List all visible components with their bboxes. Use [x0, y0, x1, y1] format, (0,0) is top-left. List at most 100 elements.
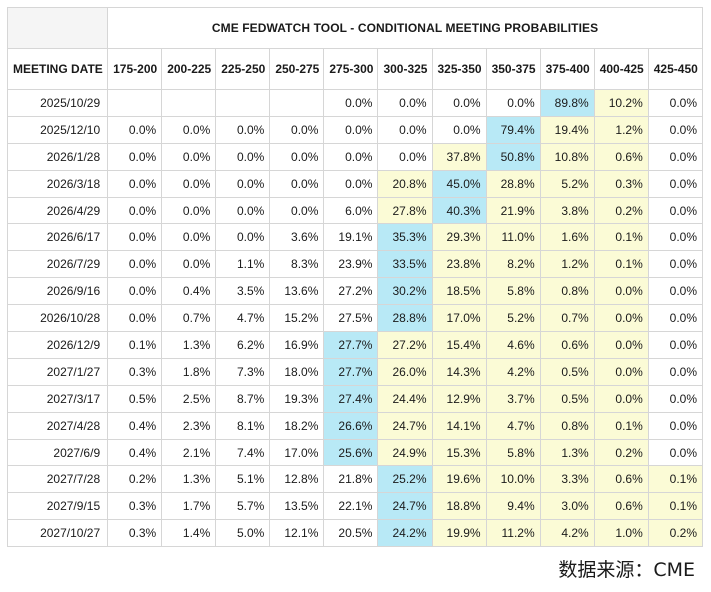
probability-cell: 0.4%: [107, 438, 163, 467]
probability-cell: 13.5%: [269, 492, 325, 521]
probability-cell: 0.0%: [269, 115, 325, 144]
probability-cell: 19.1%: [323, 223, 379, 252]
probability-cell: 0.8%: [539, 411, 595, 440]
probability-cell: 24.7%: [377, 492, 433, 521]
probability-cell: 1.2%: [539, 250, 595, 279]
probability-cell: 0.2%: [593, 438, 649, 467]
probability-cell: 13.6%: [269, 277, 325, 306]
probability-cell: 1.8%: [161, 357, 217, 386]
table-row: 2025/10/29 0.0% 0.0% 0.0% 0.0% 89.8% 10.2% 0.0%: [6, 89, 704, 117]
probability-cell: 6.2%: [215, 331, 271, 359]
probability-cell: 0.2%: [107, 465, 163, 494]
probability-cell: 89.8%: [539, 89, 595, 117]
probability-cell: 18.5%: [431, 277, 487, 306]
probability-cell: 0.0%: [161, 115, 217, 144]
probability-cell: 1.0%: [593, 519, 649, 548]
probability-cell: 2.1%: [161, 438, 217, 467]
probability-cell: 4.6%: [485, 331, 541, 359]
probability-cell: 3.6%: [269, 223, 325, 252]
probability-cell: 0.1%: [107, 331, 163, 359]
meeting-date-cell: 2026/3/18: [6, 169, 109, 198]
probability-cell: 18.2%: [269, 411, 325, 440]
title-row: CME FEDWATCH TOOL - CONDITIONAL MEETING …: [6, 7, 703, 49]
table-row: 2027/9/15 0.3% 1.7% 5.7% 13.5% 22.1% 24.7% 18.8…: [6, 492, 704, 521]
probability-cell: 5.7%: [215, 492, 271, 521]
probability-cell: 2.3%: [161, 411, 217, 440]
probability-cell: 1.3%: [161, 465, 217, 494]
probability-cell: 23.9%: [323, 250, 379, 279]
probability-cell: 0.1%: [593, 223, 649, 252]
meeting-date-cell: 2027/3/17: [6, 384, 109, 413]
probability-cell: 0.0%: [377, 142, 433, 171]
table-row: 2027/10/27 0.3% 1.4% 5.0% 12.1% 20.5% 24.2% 19.…: [6, 519, 704, 548]
probability-cell: 27.5%: [323, 304, 379, 333]
probability-cell: 19.6%: [431, 465, 487, 494]
probability-cell: 0.8%: [539, 277, 595, 306]
meeting-date-cell: 2025/12/10: [6, 115, 109, 144]
meeting-date-cell: 2026/12/9: [6, 331, 109, 359]
probability-cell: 0.0%: [323, 142, 379, 171]
probability-cell: 0.0%: [107, 115, 163, 144]
table-row: 2027/7/28 0.2% 1.3% 5.1% 12.8% 21.8% 25.2% 19.6…: [6, 465, 704, 494]
probability-cell: 0.0%: [593, 331, 649, 359]
header-rate-300-325: 300-325: [377, 48, 433, 90]
probability-cell: 8.3%: [269, 250, 325, 279]
probability-cell: 16.9%: [269, 331, 325, 359]
meeting-date-cell: 2026/7/29: [6, 250, 109, 279]
probability-cell: 14.1%: [431, 411, 487, 440]
probability-cell: 0.0%: [161, 169, 217, 198]
corner-blank-cell: [6, 7, 109, 49]
probability-cell: 20.5%: [323, 519, 379, 548]
probability-cell: 15.2%: [269, 304, 325, 333]
source-note: 数据来源：CME: [558, 559, 695, 581]
meeting-date-cell: 2026/10/28: [6, 304, 109, 333]
probability-cell: 30.2%: [377, 277, 433, 306]
probability-cell: 0.5%: [107, 384, 163, 413]
probability-cell: 12.1%: [269, 519, 325, 548]
probability-cell: 0.3%: [593, 169, 649, 198]
probability-cell: 0.0%: [593, 304, 649, 333]
probability-cell: 33.5%: [377, 250, 433, 279]
meeting-date-cell: 2026/6/17: [6, 223, 109, 252]
table-row: 2026/12/9 0.1% 1.3% 6.2% 16.9% 27.7% 27.2% 15.4…: [6, 331, 704, 359]
probability-cell: 17.0%: [431, 304, 487, 333]
probability-cell: 12.9%: [431, 384, 487, 413]
probability-cell: 19.9%: [431, 519, 487, 548]
probability-cell: 0.0%: [161, 250, 217, 279]
probability-cell: 5.8%: [485, 438, 541, 467]
probability-cell: 0.0%: [161, 142, 217, 171]
fedwatch-table-container: CME FEDWATCH TOOL - CONDITIONAL MEETING …: [6, 7, 704, 548]
probability-cell: 0.4%: [107, 411, 163, 440]
probability-cell: 0.0%: [593, 277, 649, 306]
probability-cell: 7.4%: [215, 438, 271, 467]
probability-cell: 8.2%: [485, 250, 541, 279]
probability-cell: 3.3%: [539, 465, 595, 494]
probability-cell: 5.2%: [539, 169, 595, 198]
meeting-date-cell: 2027/7/28: [6, 465, 109, 494]
probability-cell: 28.8%: [377, 304, 433, 333]
probability-cell: 3.8%: [539, 196, 595, 225]
probability-cell: 0.0%: [269, 196, 325, 225]
probability-cell: 26.6%: [323, 411, 379, 440]
header-rate-400-425: 400-425: [593, 48, 649, 90]
table-row: 2026/9/16 0.0% 0.4% 3.5% 13.6% 27.2% 30.2% 18.5…: [6, 277, 704, 306]
probability-cell: 25.6%: [323, 438, 379, 467]
probability-cell: 0.0%: [323, 89, 379, 117]
probability-cell: 0.0%: [215, 196, 271, 225]
probability-cell: 0.0%: [161, 196, 217, 225]
probability-cell: 0.0%: [647, 304, 704, 333]
probability-cell: 5.0%: [215, 519, 271, 548]
probability-cell: 4.2%: [539, 519, 595, 548]
probability-cell: 0.0%: [269, 142, 325, 171]
probability-cell: 0.0%: [215, 223, 271, 252]
probability-cell: 6.0%: [323, 196, 379, 225]
table-row: 2026/4/29 0.0% 0.0% 0.0% 0.0% 6.0% 27.8% 40.3% 2…: [6, 196, 704, 225]
header-rate-350-375: 350-375: [485, 48, 541, 90]
header-rate-250-275: 250-275: [269, 48, 325, 90]
probability-cell: 1.6%: [539, 223, 595, 252]
probability-cell: 20.8%: [377, 169, 433, 198]
probability-cell: 0.0%: [647, 142, 704, 171]
probability-cell: 12.8%: [269, 465, 325, 494]
probability-cell: 29.3%: [431, 223, 487, 252]
probability-cell: 26.0%: [377, 357, 433, 386]
